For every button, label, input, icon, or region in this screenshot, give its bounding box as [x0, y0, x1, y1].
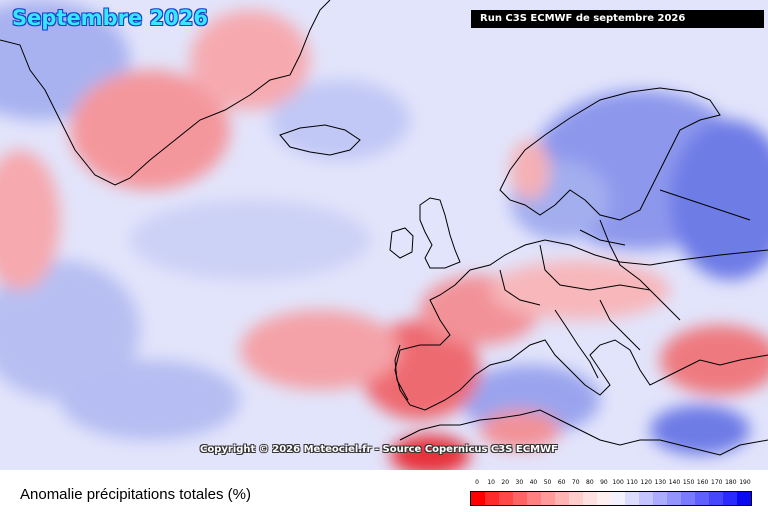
legend-swatch	[555, 492, 569, 505]
legend-swatch	[737, 492, 751, 505]
wet-zone-south-atlantic	[60, 360, 240, 440]
wet-zone-east-med	[650, 405, 750, 455]
legend-tick-label: 160	[696, 479, 709, 486]
legend-tick-label: 120	[640, 479, 652, 486]
legend-ticks: 0 10 20 30 40 50 60 70 80 90 100 110 120 130 140 150 160…	[470, 479, 752, 489]
wet-zone-russia	[670, 120, 768, 280]
coast-italy	[554, 309, 599, 379]
legend-tick-label: 110	[626, 479, 638, 486]
legend-tick-label: 20	[501, 479, 510, 486]
dry-zone-central-europe	[490, 260, 670, 320]
footer: Anomalie précipitations totales (%) 0 10 2…	[0, 470, 768, 512]
coast-ireland	[389, 227, 414, 259]
legend-tick-label: 0	[475, 479, 479, 486]
dry-zone-greenland	[70, 70, 230, 190]
legend-tick-label: 170	[711, 479, 723, 486]
map-title: Septembre 2026	[12, 6, 208, 30]
legend-tick-label: 140	[668, 479, 681, 486]
legend-swatch	[597, 492, 611, 505]
legend-swatch	[527, 492, 541, 505]
wet-zone-atlantic-center	[130, 200, 370, 280]
legend-swatch	[471, 492, 485, 505]
legend-tick-label: 100	[612, 479, 624, 486]
copyright-notice: Copyright © 2026 Meteociel.fr - Source C…	[200, 444, 558, 455]
run-label: Run C3S ECMWF de septembre 2026	[471, 10, 764, 28]
wet-zone-west-atlantic	[0, 260, 140, 400]
border-russia	[659, 189, 751, 221]
legend-tick-label: 30	[515, 479, 524, 486]
border-poland	[579, 229, 626, 246]
legend-swatch	[611, 492, 625, 505]
coast-britain	[419, 197, 461, 269]
map-canvas	[0, 0, 768, 470]
legend-swatch	[541, 492, 555, 505]
wet-zone-iceland	[270, 80, 410, 160]
dry-zone-turkey	[660, 325, 768, 395]
legend-tick-label: 10	[487, 479, 495, 486]
legend-tick-label: 40	[529, 479, 538, 486]
legend-swatch	[681, 492, 695, 505]
coast-north-africa	[399, 409, 768, 456]
legend-swatch	[485, 492, 499, 505]
legend-swatch	[653, 492, 667, 505]
legend-tick-label: 80	[586, 479, 594, 486]
anomaly-map: Septembre 2026 Run C3S ECMWF de septembr…	[0, 0, 768, 470]
legend-swatch	[513, 492, 527, 505]
legend-swatch	[709, 492, 723, 505]
legend-swatch	[723, 492, 737, 505]
legend-bar	[470, 491, 752, 506]
coast-greenland	[0, 0, 331, 186]
border-east	[599, 219, 681, 321]
variable-caption: Anomalie précipitations totales (%)	[20, 486, 251, 503]
color-legend: 0 10 20 30 40 50 60 70 80 90 100 110 120 130 140 150 160…	[470, 479, 752, 506]
legend-swatch	[499, 492, 513, 505]
dry-zone-atlantic-south	[240, 310, 400, 390]
legend-tick-label: 150	[682, 479, 695, 486]
dry-zone-north-africa	[390, 435, 470, 470]
border-balkans	[599, 299, 641, 351]
dry-zone-labrador	[0, 150, 60, 290]
legend-tick-label: 190	[739, 479, 751, 486]
coast-scandinavia	[499, 87, 721, 221]
legend-swatch	[625, 492, 639, 505]
dry-zone-norway	[510, 140, 550, 200]
legend-tick-label: 130	[654, 479, 667, 486]
dry-zone-algeria	[480, 410, 560, 450]
legend-tick-label: 180	[725, 479, 737, 486]
coast-iberia	[394, 344, 409, 401]
legend-tick-label: 90	[600, 479, 608, 486]
border-france-germany	[499, 269, 541, 306]
legend-swatch	[695, 492, 709, 505]
border-central	[539, 244, 651, 291]
anomaly-field	[0, 0, 768, 470]
legend-tick-label: 50	[543, 479, 552, 486]
legend-tick-label: 60	[557, 479, 566, 486]
legend-swatch	[569, 492, 583, 505]
coastlines-sharp	[0, 0, 768, 456]
coast-europe	[394, 239, 768, 411]
legend-swatch	[583, 492, 597, 505]
coast-iceland	[279, 124, 361, 156]
legend-tick-label: 70	[571, 479, 580, 486]
legend-swatch	[667, 492, 681, 505]
legend-swatch	[639, 492, 653, 505]
dry-zone-greenland-east	[190, 10, 310, 110]
